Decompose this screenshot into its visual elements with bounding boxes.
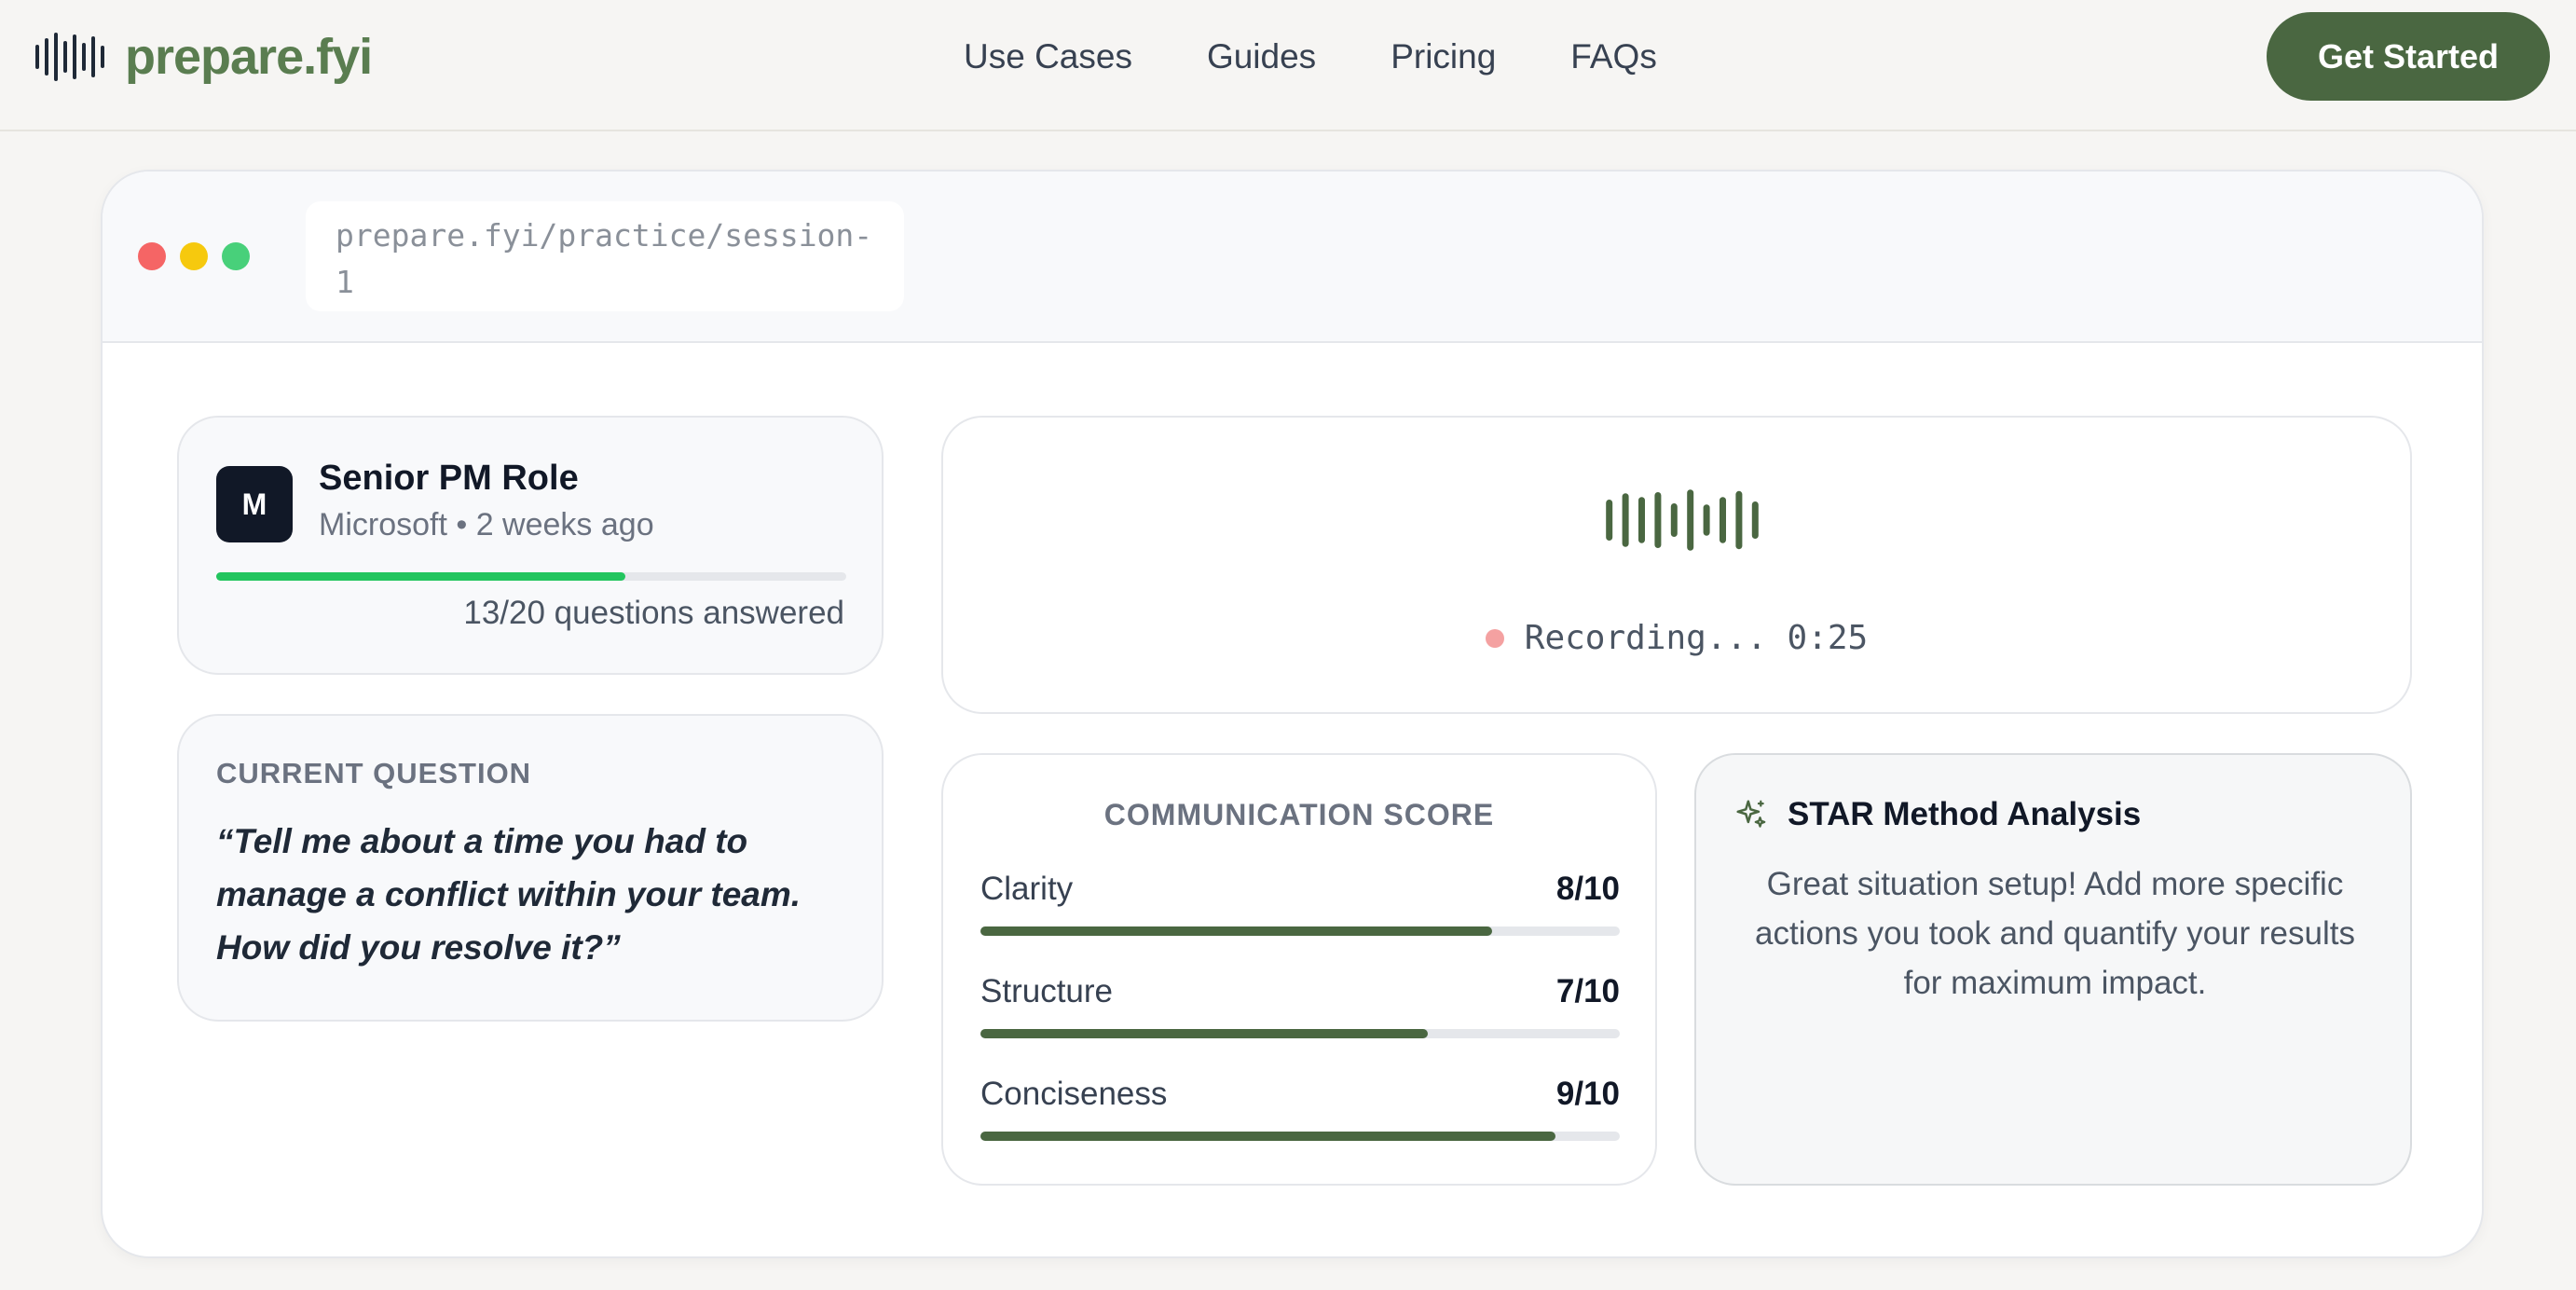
logo-text: prepare.fyi [125,29,373,85]
current-question-label: CURRENT QUESTION [216,757,532,789]
session-progress-bar [216,572,846,581]
waveform-bar [1735,490,1743,550]
current-question-text: “Tell me about a time you had to manage … [216,822,802,967]
metric-bar-fill [980,926,1492,936]
waveform-bar [1687,489,1694,551]
star-analysis-feedback: Great situation setup! Add more specific… [1755,866,2355,1001]
metric-value: 7/10 [1555,973,1620,1009]
session-card: M Senior PM Role Microsoft • 2 weeks ago… [177,416,884,675]
session-meta: Microsoft • 2 weeks ago [319,507,654,542]
communication-score-card: COMMUNICATION SCORE Clarity 8/10 Structu… [941,753,1657,1186]
waveform-bar [1638,497,1645,543]
recording-timer: Recording... 0:25 [1524,619,1869,657]
get-started-button[interactable]: Get Started [2267,12,2550,101]
close-window-dot[interactable] [138,242,166,270]
metric-structure: Structure 7/10 [980,973,1620,1038]
browser-chrome: prepare.fyi/practice/session-1 [103,172,2482,343]
questions-answered: 13/20 questions answered [463,595,844,631]
metric-bar [980,1132,1620,1141]
communication-score-title: COMMUNICATION SCORE [1103,798,1495,831]
waveform-bar [1720,497,1726,543]
audio-waveform-icon [1606,489,1759,551]
sparkles-icon [1736,800,1766,828]
recording-dot-icon [1485,628,1504,648]
url-bar[interactable]: prepare.fyi/practice/session-1 [306,201,904,311]
metric-name: Conciseness [980,1076,1168,1112]
waveform-bar [1751,501,1759,539]
star-analysis-card: STAR Method Analysis Great situation set… [1694,753,2412,1186]
browser-window: prepare.fyi/practice/session-1 M Senior … [101,170,2484,1258]
metric-bar-fill [980,1132,1556,1141]
session-role: Senior PM Role [319,459,579,498]
waveform-bar [1622,493,1629,547]
waveform-bar [1670,503,1678,537]
waveform-bar [1654,492,1662,548]
nav-link-guides[interactable]: Guides [1206,37,1317,75]
recording-card: Recording... 0:25 [941,416,2412,714]
metric-conciseness: Conciseness 9/10 [980,1076,1620,1141]
metric-name: Structure [980,973,1113,1009]
minimize-window-dot[interactable] [180,242,208,270]
waveform-bar [1606,500,1613,541]
star-analysis-header: STAR Method Analysis [1733,796,2141,833]
metric-value: 8/10 [1555,871,1620,907]
nav-link-use-cases[interactable]: Use Cases [964,37,1132,75]
session-progress-fill [216,572,626,581]
metric-bar-fill [980,1029,1429,1038]
company-avatar: M [216,466,293,542]
waveform-bar [1703,504,1710,536]
metric-bar [980,926,1620,936]
metric-bar [980,1029,1620,1038]
metric-name: Clarity [980,871,1074,907]
star-analysis-title: STAR Method Analysis [1788,796,2142,832]
metric-clarity: Clarity 8/10 [980,871,1620,936]
metric-value: 9/10 [1555,1076,1620,1112]
maximize-window-dot[interactable] [222,242,250,270]
recording-status: Recording... 0:25 [943,619,2410,657]
current-question-card: CURRENT QUESTION “Tell me about a time y… [177,714,884,1022]
top-nav: prepare.fyi Use Cases Guides Pricing FAQ… [0,0,2576,131]
nav-link-pricing[interactable]: Pricing [1391,37,1497,75]
nav-link-faqs[interactable]: FAQs [1570,37,1657,75]
soundwave-logo-icon [35,26,104,88]
logo-link[interactable]: prepare.fyi [35,26,373,88]
nav-links: Use Cases Guides Pricing FAQs [964,32,1657,82]
